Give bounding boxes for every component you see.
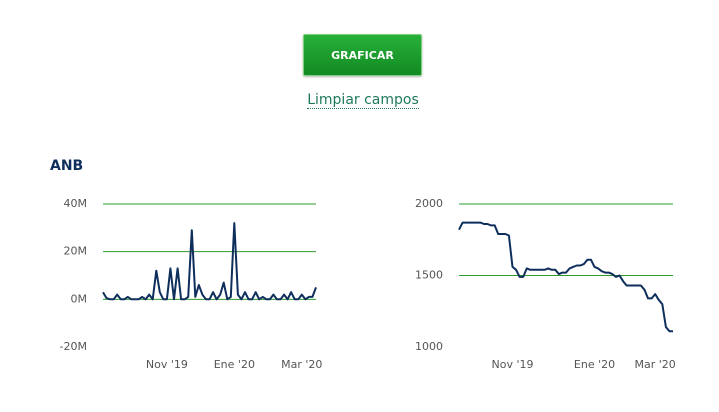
clear-link[interactable]: Limpiar campos xyxy=(307,92,419,109)
y-tick-label: 2000 xyxy=(415,197,443,210)
series-line xyxy=(458,221,673,333)
y-tick-label: 20M xyxy=(64,245,88,258)
x-tick-label: Nov '19 xyxy=(146,358,188,371)
clear-link-wrap: Limpiar campos xyxy=(263,92,463,109)
x-tick-label: Nov '19 xyxy=(492,358,534,371)
y-tick-label: -20M xyxy=(60,340,87,353)
chart-title: ANB xyxy=(50,158,83,174)
y-tick-label: 1500 xyxy=(415,269,443,282)
x-tick-label: Ene '20 xyxy=(214,358,255,371)
series-line xyxy=(102,222,317,301)
y-tick-label: 40M xyxy=(64,197,88,210)
y-tick-label: 0M xyxy=(71,292,88,305)
x-tick-label: Ene '20 xyxy=(574,358,615,371)
y-tick-label: 1000 xyxy=(415,340,443,353)
graficar-button[interactable]: GRAFICAR xyxy=(303,34,422,76)
x-tick-label: Mar '20 xyxy=(281,358,322,371)
x-tick-label: Mar '20 xyxy=(635,358,676,371)
